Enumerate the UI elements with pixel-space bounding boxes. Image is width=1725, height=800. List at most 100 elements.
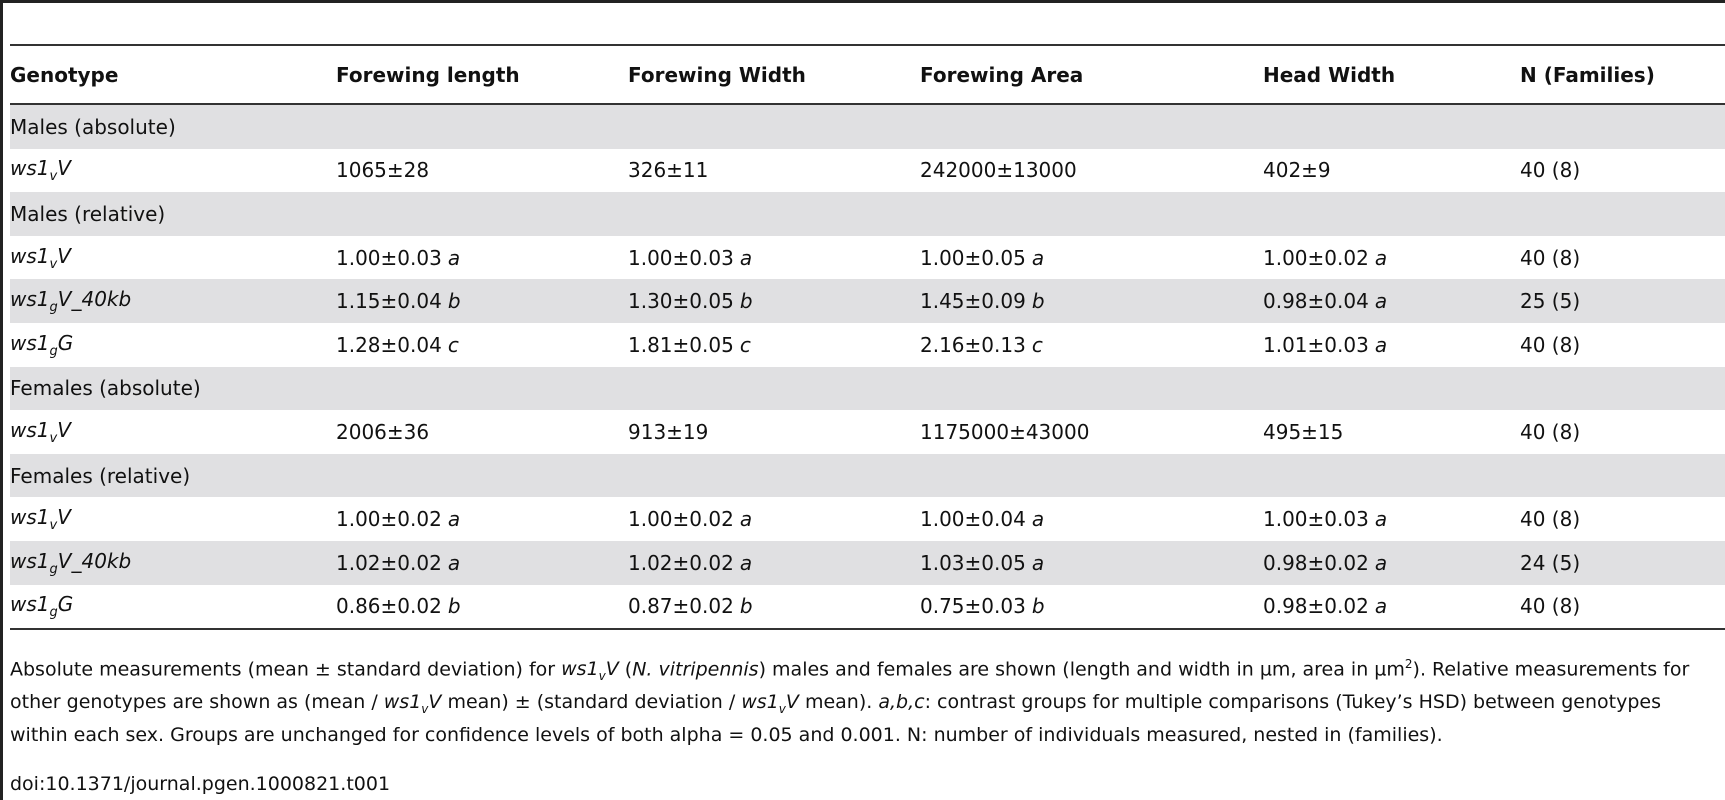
group-letter: b xyxy=(447,289,461,314)
section-label: Males (relative) xyxy=(10,192,1725,236)
column-header: Forewing length xyxy=(336,47,628,105)
column-header: Forewing Area xyxy=(920,47,1263,105)
table-row: ws1gV_40kb 1.02±0.02 a 1.02±0.02 a 1.03±0.05 a… xyxy=(10,540,1725,585)
footnote-text-5: mean) ± (standard deviation / xyxy=(441,691,742,714)
n-families-cell: 40 (8) xyxy=(1520,507,1581,532)
value-cell: 0.87±0.02 b xyxy=(628,584,920,631)
n-families-cell: 40 (8) xyxy=(1520,584,1725,631)
genotype-cell: ws1gG xyxy=(10,330,74,359)
value-cell: 0.98±0.04 a xyxy=(1263,279,1520,323)
column-header: Forewing Width xyxy=(628,47,920,105)
value-cell: 1.00±0.03 a xyxy=(1263,507,1388,532)
value-cell: 1175000±43000 xyxy=(920,419,1090,444)
table-row: ws1gG 0.86±0.02 b 0.87±0.02 b 0.75±0.03 b 0.98±… xyxy=(10,584,1725,631)
group-letter: a xyxy=(447,507,461,532)
value-cell: 1.15±0.04 b xyxy=(336,279,628,323)
footnote-text-6: mean). xyxy=(798,691,879,714)
footnote-text-1: Absolute measurements (mean ± standard d… xyxy=(10,658,562,681)
group-letter: a xyxy=(1374,332,1388,357)
value-cell: 1065±28 xyxy=(336,158,430,183)
n-families-cell: 40 (8) xyxy=(1520,332,1581,357)
group-letter: a xyxy=(739,550,753,575)
value-cell: 1.00±0.02 a xyxy=(628,507,753,532)
section-label: Females (relative) xyxy=(10,453,1725,498)
column-header: Genotype xyxy=(10,47,336,105)
table-row: ws1vV 2006±36 913±19 1175000±43000 495±15 40 … xyxy=(10,410,1725,454)
group-letter: a xyxy=(1031,507,1045,532)
footnote-groups: a,b,c xyxy=(878,691,925,714)
section-row: Males (relative) xyxy=(10,192,1725,236)
group-letter: a xyxy=(1031,245,1045,270)
genotype-cell: ws1vV xyxy=(10,243,71,272)
genotype-cell: ws1vV xyxy=(10,156,71,185)
group-letter: a xyxy=(1374,550,1388,575)
value-cell: 1.02±0.02 a xyxy=(628,540,920,585)
column-header: Head Width xyxy=(1263,47,1520,105)
value-cell: 1.02±0.02 a xyxy=(336,540,628,585)
value-cell: 2006±36 xyxy=(336,419,430,444)
group-letter: a xyxy=(1374,289,1388,314)
footnote-species: N. vitripennis xyxy=(632,658,759,681)
genotype-cell: ws1vV xyxy=(10,417,71,446)
group-letter: b xyxy=(1031,594,1045,619)
n-families-cell: 40 (8) xyxy=(1520,419,1581,444)
footnote-genotype-3: ws1vV xyxy=(741,691,799,716)
frame-top-border xyxy=(0,0,1725,3)
value-cell: 1.00±0.02 a xyxy=(1263,245,1388,270)
value-cell: 1.01±0.03 a xyxy=(1263,332,1388,357)
n-families-cell: 25 (5) xyxy=(1520,279,1725,323)
group-letter: a xyxy=(739,507,753,532)
value-cell: 1.30±0.05 b xyxy=(628,279,920,323)
group-letter: b xyxy=(739,594,753,619)
n-families-cell: 40 (8) xyxy=(1520,245,1581,270)
section-row: Females (absolute) xyxy=(10,366,1725,411)
section-label: Males (absolute) xyxy=(10,104,1725,149)
table-body: Males (absolute) ws1vV 1065±28 326±11 242000… xyxy=(10,104,1725,631)
genotype-cell: ws1gV_40kb xyxy=(10,540,336,585)
n-families-cell: 40 (8) xyxy=(1520,158,1581,183)
section-row: Males (absolute) xyxy=(10,104,1725,149)
value-cell: 402±9 xyxy=(1263,158,1331,183)
group-letter: b xyxy=(1031,289,1045,314)
n-families-cell: 24 (5) xyxy=(1520,540,1725,585)
doi-text[interactable]: doi:10.1371/journal.pgen.1000821.t001 xyxy=(10,773,391,795)
footnote-text-3: ) males and females are shown (length an… xyxy=(758,658,1405,681)
table-row: ws1vV 1065±28 326±11 242000±13000 402±9 40 (8… xyxy=(10,149,1725,193)
value-cell: 1.45±0.09 b xyxy=(920,279,1263,323)
footnote-genotype: ws1vV xyxy=(561,658,619,684)
genotype-cell: ws1vV xyxy=(10,505,71,534)
value-cell: 1.03±0.05 a xyxy=(920,540,1263,585)
footnote-text-4: ). Relative measurements for other genot… xyxy=(10,658,1690,714)
value-cell: 0.86±0.02 b xyxy=(336,584,628,631)
table-row: ws1gV_40kb 1.15±0.04 b 1.30±0.05 b 1.45±0.09 b… xyxy=(10,279,1725,323)
group-letter: a xyxy=(447,550,461,575)
value-cell: 1.00±0.03 a xyxy=(628,245,753,270)
value-cell: 1.00±0.04 a xyxy=(920,507,1045,532)
table-row: ws1vV 1.00±0.02 a 1.00±0.02 a 1.00±0.04 a 1.00±… xyxy=(10,497,1725,541)
group-letter: a xyxy=(1031,550,1045,575)
footnote-text-2: ( xyxy=(618,658,633,681)
value-cell: 0.98±0.02 a xyxy=(1263,584,1520,631)
value-cell: 1.00±0.02 a xyxy=(336,507,461,532)
group-letter: b xyxy=(447,594,461,619)
value-cell: 2.16±0.13 c xyxy=(920,332,1043,357)
group-letter: a xyxy=(1374,245,1388,270)
footnote-genotype-2: ws1vV xyxy=(383,691,442,716)
genotype-cell: ws1gV_40kb xyxy=(10,279,336,323)
group-letter: c xyxy=(447,332,459,357)
group-letter: c xyxy=(739,332,751,357)
table-header-row: Genotype Forewing length Forewing Width For… xyxy=(10,47,1725,105)
table-top-rule xyxy=(10,44,1725,46)
value-cell: 0.98±0.02 a xyxy=(1263,540,1520,585)
table-footnote: Absolute measurements (mean ± standard d… xyxy=(10,651,1722,748)
value-cell: 1.28±0.04 c xyxy=(336,332,459,357)
footnote-text-7: : contrast groups for multiple compariso… xyxy=(10,691,1661,746)
value-cell: 495±15 xyxy=(1263,419,1344,444)
column-header: N (Families) xyxy=(1520,47,1725,105)
value-cell: 1.81±0.05 c xyxy=(628,332,751,357)
group-letter: a xyxy=(447,245,461,270)
value-cell: 1.00±0.05 a xyxy=(920,245,1045,270)
footnote-superscript: 2 xyxy=(1404,657,1413,671)
value-cell: 242000±13000 xyxy=(920,158,1077,183)
group-letter: b xyxy=(739,289,753,314)
